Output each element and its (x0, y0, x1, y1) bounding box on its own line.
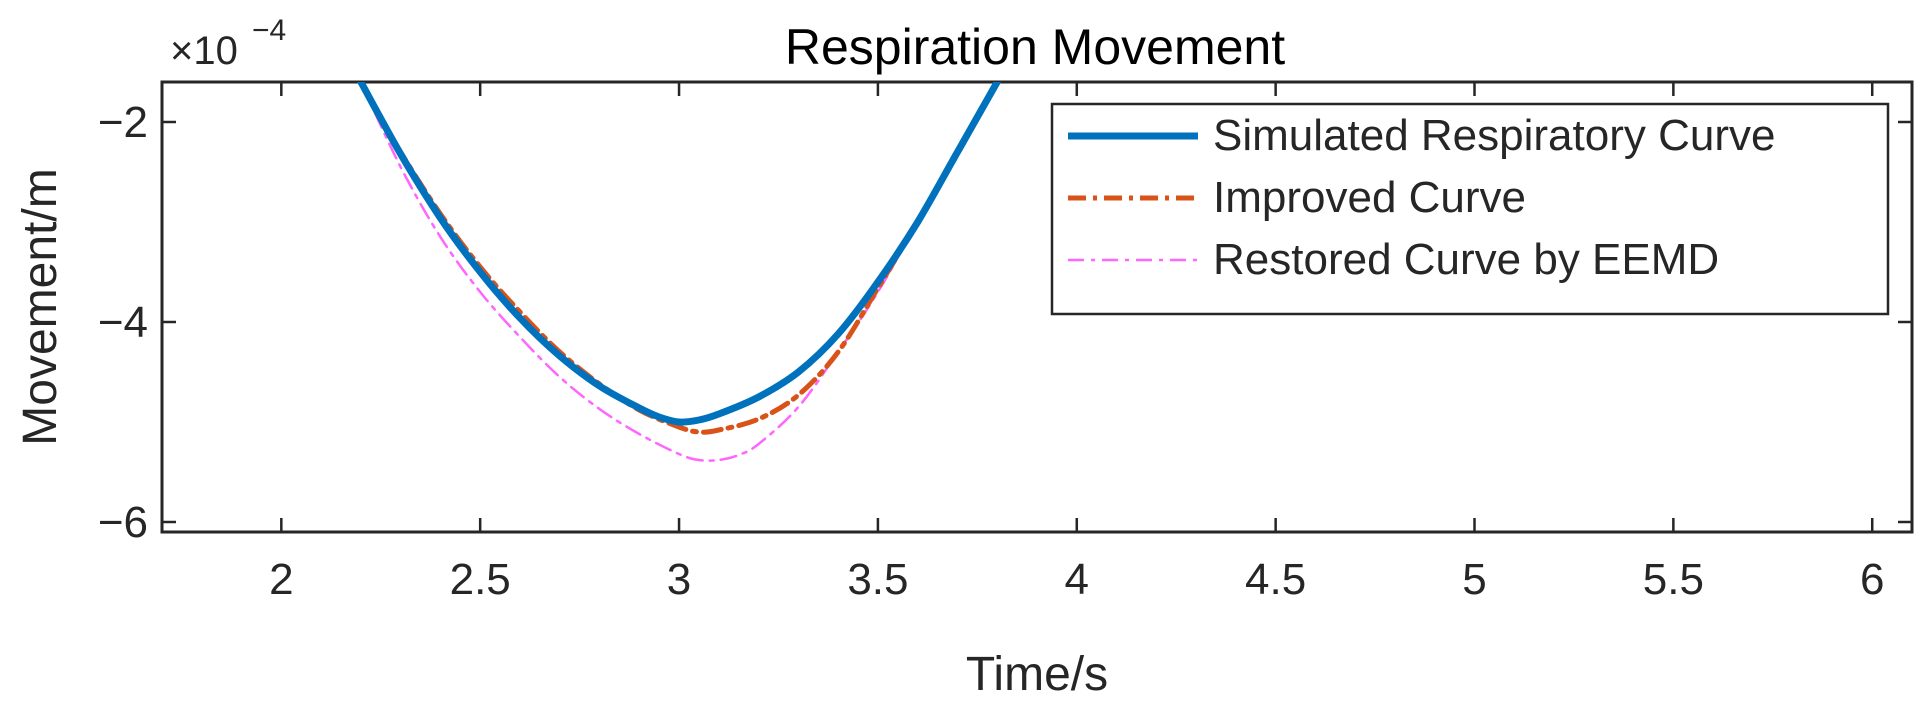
legend-label-3: Restored Curve by EEMD (1213, 235, 1719, 284)
x-tick-label: 4.5 (1245, 555, 1306, 604)
x-tick-label: 3 (667, 555, 691, 604)
x-axis: 2 2.5 3 3.5 4 4.5 5 5.5 6 (269, 82, 1884, 604)
x-axis-title: Time/s (966, 648, 1108, 701)
y-tick-label: −4 (98, 298, 148, 347)
x-tick-label: 2 (269, 555, 293, 604)
legend: Simulated Respiratory Curve Improved Curv… (1050, 102, 1890, 316)
legend-label-1: Simulated Respiratory Curve (1213, 111, 1775, 160)
y-exponent-power: −4 (252, 14, 286, 47)
x-tick-label: 5 (1462, 555, 1486, 604)
x-tick-label: 2.5 (450, 555, 511, 604)
x-tick-label: 4 (1065, 555, 1089, 604)
y-axis: −2 −4 −6 (98, 98, 1912, 547)
legend-label-2: Improved Curve (1213, 173, 1526, 222)
series-line-1 (357, 82, 1001, 426)
y-tick-label: −6 (98, 498, 148, 547)
y-exponent-label: ×10 (170, 29, 238, 73)
x-tick-label: 5.5 (1643, 555, 1704, 604)
series-layer (357, 82, 1001, 462)
x-tick-label: 6 (1860, 555, 1884, 604)
y-exponent: ×10 −4 (170, 14, 286, 73)
y-tick-label: −2 (98, 98, 148, 147)
x-tick-label: 3.5 (847, 555, 908, 604)
chart-title: Respiration Movement (785, 19, 1285, 75)
y-axis-title: Movement/m (14, 168, 67, 445)
